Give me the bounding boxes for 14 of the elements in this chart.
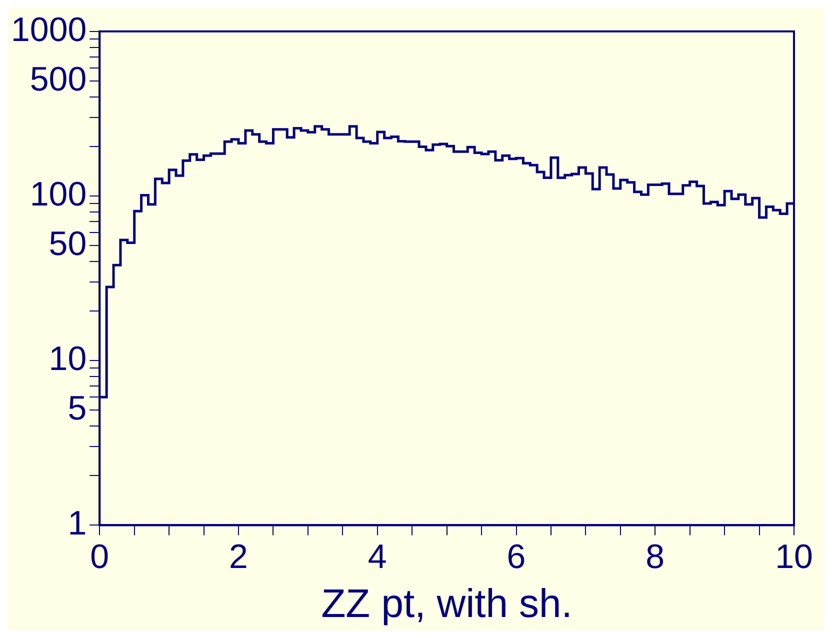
y-tick-label: 1000 — [10, 10, 87, 49]
y-tick-label: 1 — [68, 504, 87, 543]
x-tick-label: 10 — [775, 538, 813, 576]
x-tick-label: 4 — [368, 538, 387, 576]
x-tick-label: 8 — [646, 538, 665, 576]
x-tick-label: 6 — [506, 538, 526, 576]
x-tick-label: 2 — [229, 538, 248, 576]
y-tick-label: 10 — [48, 340, 87, 378]
y-tick-label: 5 — [68, 390, 87, 428]
y-tick-label: 500 — [30, 60, 87, 98]
x-axis-title: ZZ pt, with sh. — [321, 582, 572, 626]
x-tick-label: 0 — [90, 538, 110, 576]
y-tick-label: 50 — [48, 224, 87, 263]
y-tick-label: 100 — [30, 175, 87, 214]
